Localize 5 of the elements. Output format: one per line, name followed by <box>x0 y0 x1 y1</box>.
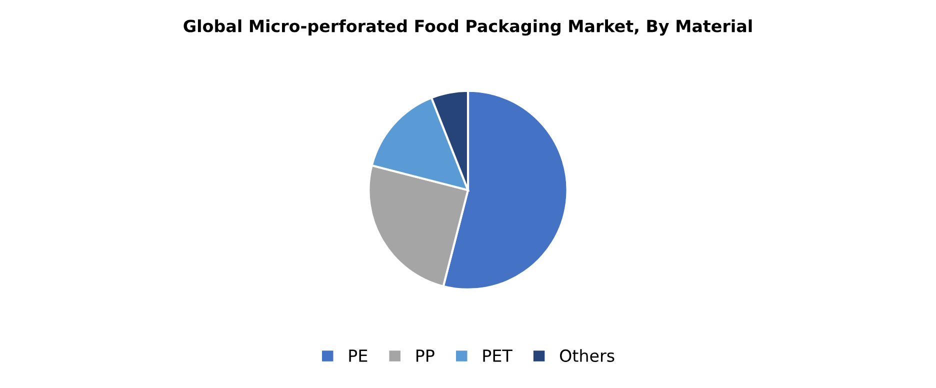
chart-title: Global Micro-perforated Food Packaging Market, By Material <box>184 19 752 36</box>
legend-label: PET <box>483 350 512 362</box>
legend-label: PE <box>349 350 368 362</box>
legend-label: PP <box>416 350 434 362</box>
legend-label: Others <box>560 349 614 362</box>
